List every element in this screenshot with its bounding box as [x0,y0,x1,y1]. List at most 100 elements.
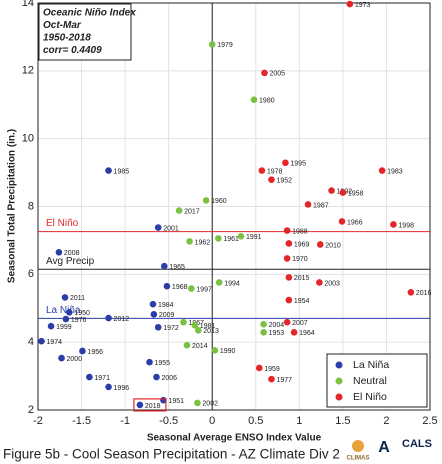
point-label: 1950 [74,310,90,317]
y-tick-label: 12 [22,65,34,77]
point-label: 1974 [46,339,62,346]
point [255,364,263,372]
annotation: corr= 0.4409 [43,45,102,56]
annotation: 1950-2018 [43,33,91,44]
point-label: 1988 [292,228,308,235]
x-tick-label: 2.5 [422,415,437,427]
point [328,187,335,194]
point [261,69,268,77]
x-tick-label: 1.5 [335,415,350,427]
point [58,354,65,362]
x-tick-label: -0.5 [159,415,178,427]
logo: CLIMAS [347,456,370,462]
point-label: 2013 [203,328,219,335]
point [316,241,324,248]
annotation: Oceanic Niño Index [43,8,136,19]
x-axis-title: Seasonal Average ENSO Index Value [147,433,322,444]
x-tick-label: -2 [33,415,43,427]
reference-label: La Niña [46,305,81,316]
point-label: 1984 [158,302,174,309]
y-tick-label: 8 [28,200,34,212]
point [285,240,293,247]
point [180,318,187,326]
point [258,167,266,174]
point [211,347,219,354]
point [215,279,223,286]
point-label: 2017 [184,208,200,215]
point [407,289,415,296]
legend-marker [335,377,343,385]
y-tick-label: 4 [28,336,34,348]
caption: Figure 5b - Cool Season Precipitation - … [3,447,340,462]
point [161,262,168,270]
point [154,224,162,231]
legend-label: Neutral [353,375,387,387]
logo: CALS [402,438,432,450]
point-label: 1999 [56,324,72,331]
point [208,41,216,48]
point [66,309,73,316]
point [194,326,202,334]
point-label: 1977 [276,377,292,384]
point-label: 1978 [267,168,283,175]
reference-label: Avg Precip [46,256,95,267]
point-label: 2004 [269,322,285,329]
point-label: 1955 [155,360,171,367]
point-label: 1954 [294,298,310,305]
point [378,167,386,174]
point [339,189,347,196]
legend-marker [335,361,343,369]
legend-label: La Niña [353,359,389,371]
point [136,401,144,409]
point [105,167,112,174]
annotation-box [38,3,132,61]
x-tick-label: -1 [120,415,130,427]
point-label: 1998 [398,222,414,229]
point-label: 1962 [195,239,211,246]
point-label: 1969 [294,241,310,248]
point-label: 1973 [355,2,371,9]
point [55,248,63,256]
point-label: 1996 [114,385,130,392]
point-label: 2007 [292,320,308,327]
x-tick-label: 0 [209,415,215,427]
x-tick-label: 2 [383,415,389,427]
point [390,221,397,228]
highlight-box [133,398,167,412]
legend-box [326,353,428,408]
logo: A [378,439,390,456]
point-label: 1960 [211,198,227,205]
point [260,329,267,336]
x-tick-label: -1.5 [72,415,91,427]
point-label: 1994 [224,280,240,287]
y-axis-title: Seasonal Total Precipitation (in.) [7,129,18,283]
logo-icon [352,440,364,452]
point [285,274,293,281]
point-label: 1966 [347,219,363,226]
point-label: 2018 [145,403,161,410]
reference-label: El Niño [46,218,79,229]
point [260,320,267,328]
point [268,375,275,383]
point-label: 1972 [163,325,179,332]
point [237,233,245,240]
point-label: 1976 [71,317,87,324]
point-label: 1979 [217,42,233,49]
point [38,337,45,345]
point [188,285,195,292]
y-tick-label: 2 [28,404,34,416]
point [149,300,157,308]
point-label: 1953 [269,330,285,337]
point-label: 1987 [313,202,329,209]
point [105,314,112,322]
point-label: 1951 [168,398,184,405]
point-label: 2003 [324,280,340,287]
point-label: 1981 [200,323,216,330]
point-label: 2002 [202,401,218,408]
point [290,329,298,336]
point [250,96,258,103]
point-label: 1983 [387,168,403,175]
point-label: 1968 [172,284,188,291]
point-label: 2015 [294,275,310,282]
point-label: 1995 [290,161,306,168]
